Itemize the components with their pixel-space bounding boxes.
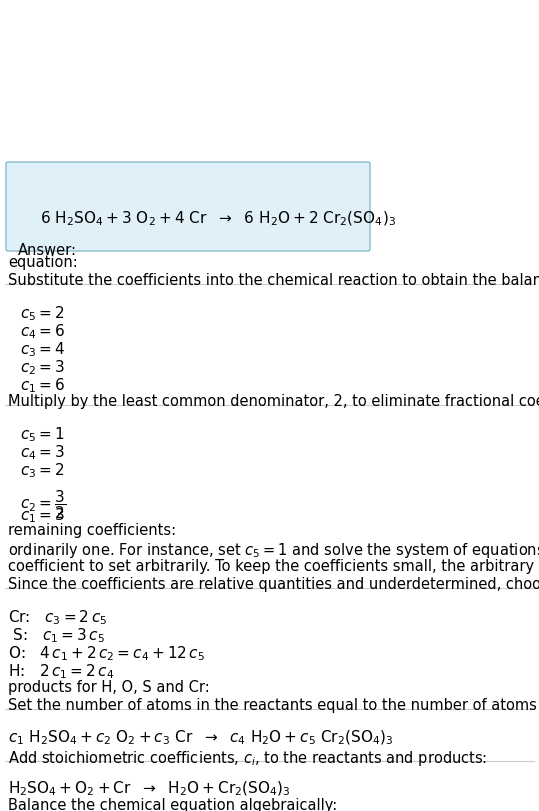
Text: O:   $4\,c_1 + 2\,c_2 = c_4 + 12\,c_5$: O: $4\,c_1 + 2\,c_2 = c_4 + 12\,c_5$ <box>8 643 205 662</box>
Text: $c_4 = 6$: $c_4 = 6$ <box>20 322 65 341</box>
Text: Since the coefficients are relative quantities and underdetermined, choose a: Since the coefficients are relative quan… <box>8 577 539 591</box>
Text: $\mathrm{H_2SO_4 + O_2 + Cr}$  $\rightarrow$  $\mathrm{H_2O + Cr_2(SO_4)_3}$: $\mathrm{H_2SO_4 + O_2 + Cr}$ $\rightarr… <box>8 779 291 797</box>
Text: remaining coefficients:: remaining coefficients: <box>8 522 176 538</box>
Text: Add stoichiometric coefficients, $c_i$, to the reactants and products:: Add stoichiometric coefficients, $c_i$, … <box>8 748 487 767</box>
Text: $c_2 = 3$: $c_2 = 3$ <box>20 358 65 376</box>
Text: equation:: equation: <box>8 255 78 270</box>
Text: $c_3 = 4$: $c_3 = 4$ <box>20 340 65 358</box>
Text: $c_1 = 3$: $c_1 = 3$ <box>20 505 65 524</box>
Text: $c_1\ \mathrm{H_2SO_4} + c_2\ \mathrm{O_2} + c_3\ \mathrm{Cr}$  $\rightarrow$  $: $c_1\ \mathrm{H_2SO_4} + c_2\ \mathrm{O_… <box>8 728 393 746</box>
Text: $c_1 = 6$: $c_1 = 6$ <box>20 375 65 394</box>
Text: coefficient to set arbitrarily. To keep the coefficients small, the arbitrary va: coefficient to set arbitrarily. To keep … <box>8 558 539 573</box>
Text: Multiply by the least common denominator, 2, to eliminate fractional coefficient: Multiply by the least common denominator… <box>8 393 539 409</box>
Text: $c_5 = 1$: $c_5 = 1$ <box>20 424 65 443</box>
Text: Substitute the coefficients into the chemical reaction to obtain the balanced: Substitute the coefficients into the che… <box>8 272 539 288</box>
Text: products for H, O, S and Cr:: products for H, O, S and Cr: <box>8 679 210 694</box>
Text: $c_2 = \dfrac{3}{2}$: $c_2 = \dfrac{3}{2}$ <box>20 487 66 520</box>
Text: H:   $2\,c_1 = 2\,c_4$: H: $2\,c_1 = 2\,c_4$ <box>8 661 114 680</box>
Text: $c_4 = 3$: $c_4 = 3$ <box>20 443 65 461</box>
Text: $c_5 = 2$: $c_5 = 2$ <box>20 303 65 322</box>
Text: Cr:   $c_3 = 2\,c_5$: Cr: $c_3 = 2\,c_5$ <box>8 607 107 626</box>
Text: $c_3 = 2$: $c_3 = 2$ <box>20 461 65 479</box>
Text: S:   $c_1 = 3\,c_5$: S: $c_1 = 3\,c_5$ <box>8 625 105 644</box>
Text: Balance the chemical equation algebraically:: Balance the chemical equation algebraica… <box>8 797 337 811</box>
Text: $6\ \mathrm{H_2SO_4} + 3\ \mathrm{O_2} + 4\ \mathrm{Cr}$  $\rightarrow$  $6\ \ma: $6\ \mathrm{H_2SO_4} + 3\ \mathrm{O_2} +… <box>40 210 396 228</box>
FancyBboxPatch shape <box>6 163 370 251</box>
Text: Answer:: Answer: <box>18 242 77 258</box>
Text: ordinarily one. For instance, set $c_5 = 1$ and solve the system of equations fo: ordinarily one. For instance, set $c_5 =… <box>8 540 539 560</box>
Text: Set the number of atoms in the reactants equal to the number of atoms in the: Set the number of atoms in the reactants… <box>8 697 539 712</box>
